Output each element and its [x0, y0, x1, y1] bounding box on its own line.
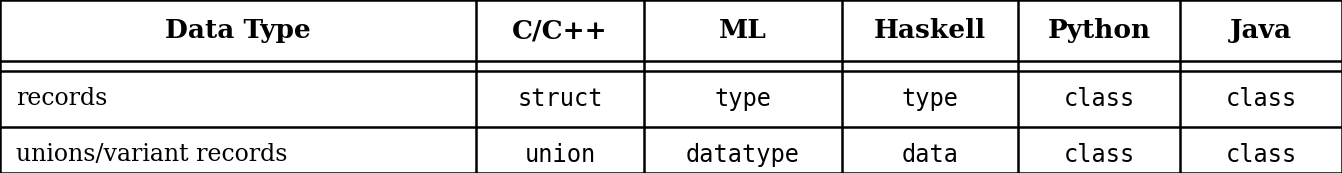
Text: Python: Python	[1048, 18, 1151, 43]
Text: Data Type: Data Type	[165, 18, 311, 43]
Text: C/C++: C/C++	[513, 18, 608, 43]
Text: data: data	[902, 143, 958, 167]
Text: ML: ML	[719, 18, 766, 43]
Text: class: class	[1225, 143, 1296, 167]
Text: class: class	[1064, 87, 1135, 111]
Text: unions/variant records: unions/variant records	[16, 143, 287, 166]
Text: class: class	[1064, 143, 1135, 167]
Text: datatype: datatype	[686, 143, 800, 167]
Text: type: type	[714, 87, 772, 111]
Text: records: records	[16, 87, 107, 110]
Text: class: class	[1225, 87, 1296, 111]
Text: union: union	[525, 143, 596, 167]
Text: Haskell: Haskell	[874, 18, 986, 43]
Text: Java: Java	[1231, 18, 1292, 43]
Text: struct: struct	[518, 87, 603, 111]
Text: type: type	[902, 87, 958, 111]
